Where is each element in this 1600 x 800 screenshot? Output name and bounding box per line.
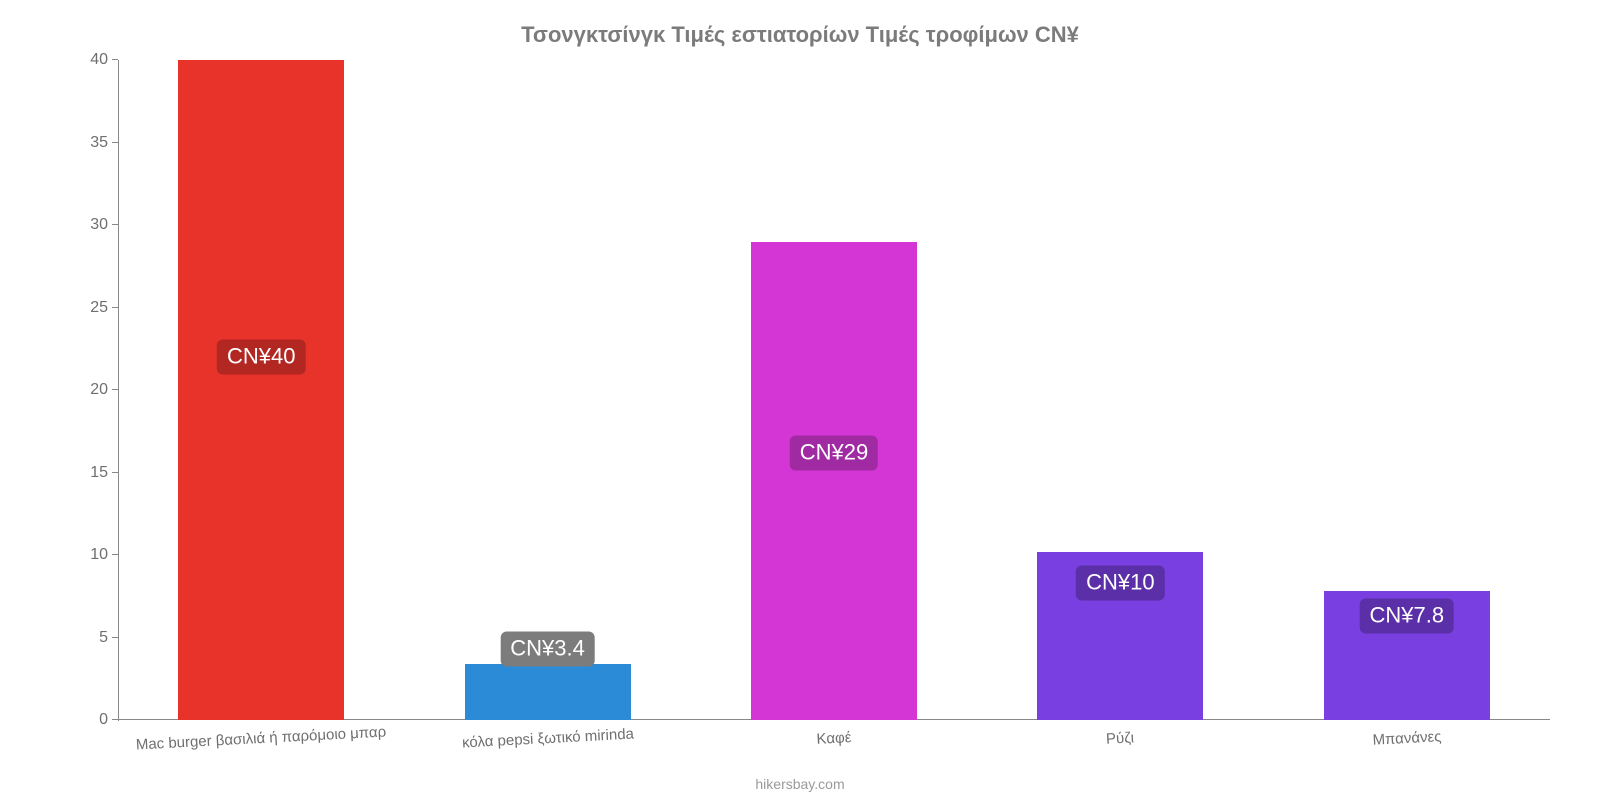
price-bar (751, 242, 917, 721)
y-tick-label: 35 (90, 134, 108, 152)
price-bar (465, 664, 631, 720)
bar-slot: Mac burger βασιλιά ή παρόμοιο μπαρCN¥40 (118, 60, 404, 720)
value-badge: CN¥10 (1076, 566, 1164, 601)
x-category-label: κόλα pepsi ξωτικό mirinda (461, 726, 634, 752)
y-tick-label: 20 (90, 381, 108, 399)
y-tick-label: 5 (99, 629, 108, 647)
bar-slot: κόλα pepsi ξωτικό mirindaCN¥3.4 (404, 60, 690, 720)
y-tick-label: 40 (90, 51, 108, 69)
bar-slot: ΜπανάνεςCN¥7.8 (1264, 60, 1550, 720)
value-badge: CN¥3.4 (500, 632, 595, 667)
y-tick-label: 25 (90, 299, 108, 317)
chart-title: Τσονγκτσίνγκ Τιμές εστιατορίων Τιμές τρο… (0, 0, 1600, 48)
price-bar-chart: Τσονγκτσίνγκ Τιμές εστιατορίων Τιμές τρο… (0, 0, 1600, 800)
value-badge: CN¥7.8 (1359, 599, 1454, 634)
bar-slot: ΚαφέCN¥29 (691, 60, 977, 720)
y-tick-label: 10 (90, 546, 108, 564)
value-badge: CN¥29 (790, 435, 878, 470)
x-category-label: Μπανάνες (1372, 728, 1442, 749)
price-bar (178, 60, 344, 720)
bar-slot: ΡύζιCN¥10 (977, 60, 1263, 720)
x-category-label: Ρύζι (1106, 729, 1135, 747)
y-tick-label: 15 (90, 464, 108, 482)
y-tick-label: 30 (90, 216, 108, 234)
x-category-label: Καφέ (816, 729, 852, 748)
value-badge: CN¥40 (217, 340, 305, 375)
bars-container: Mac burger βασιλιά ή παρόμοιο μπαρCN¥40κ… (118, 60, 1550, 720)
attribution-text: hikersbay.com (0, 776, 1600, 792)
plot-area: 0510152025303540 Mac burger βασιλιά ή πα… (118, 60, 1550, 720)
x-category-label: Mac burger βασιλιά ή παρόμοιο μπαρ (136, 723, 387, 753)
y-tick-label: 0 (99, 711, 108, 729)
